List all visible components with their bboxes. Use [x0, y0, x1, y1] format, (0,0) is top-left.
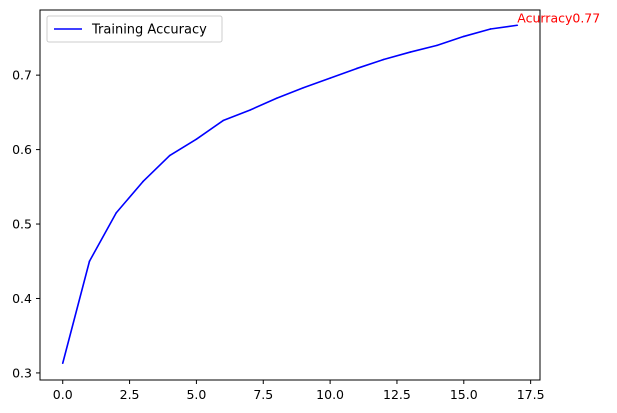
- data-point: [462, 35, 465, 38]
- x-tick-label: 2.5: [120, 387, 140, 402]
- y-tick-label: 0.5: [12, 217, 32, 232]
- x-tick-label: 12.5: [383, 387, 411, 402]
- data-point: [409, 51, 412, 53]
- data-point: [168, 154, 171, 157]
- data-point: [382, 58, 385, 61]
- data-point: [88, 260, 91, 263]
- data-point: [436, 44, 438, 47]
- x-tick-label: 5.0: [186, 387, 206, 402]
- series-line-training-accuracy: [61, 24, 518, 364]
- y-tick-label: 0.6: [12, 142, 32, 157]
- series-points: [61, 24, 519, 365]
- data-point: [275, 97, 278, 100]
- data-point: [302, 86, 305, 89]
- data-point: [249, 109, 251, 111]
- data-point: [489, 28, 492, 30]
- x-tick-label: 10.0: [316, 387, 344, 402]
- x-tick-label: 17.5: [517, 387, 545, 402]
- y-axis: 0.3 0.4 0.5 0.6 0.7: [12, 68, 40, 380]
- x-tick-label: 0.0: [53, 387, 73, 402]
- plot-frame: [39, 9, 541, 381]
- data-point: [61, 362, 64, 365]
- x-tick-label: 15.0: [450, 387, 478, 402]
- x-axis: 0.0 2.5 5.0 7.5 10.0 12.5 15.0 17.5: [53, 380, 545, 402]
- y-tick-label: 0.7: [12, 68, 32, 83]
- x-tick-label: 7.5: [253, 387, 273, 402]
- final-accuracy-annotation: Acurracy0.77: [517, 10, 600, 25]
- data-point: [222, 119, 224, 122]
- legend: Training Accuracy: [46, 15, 223, 43]
- data-point: [195, 138, 198, 140]
- legend-label: Training Accuracy: [91, 23, 207, 38]
- y-tick-label: 0.3: [12, 365, 32, 380]
- data-point: [516, 24, 519, 27]
- y-tick-label: 0.4: [12, 291, 32, 306]
- legend-box: [46, 15, 223, 43]
- data-point: [356, 67, 358, 70]
- data-point: [115, 212, 118, 214]
- data-point: [329, 77, 331, 79]
- data-point: [142, 180, 144, 183]
